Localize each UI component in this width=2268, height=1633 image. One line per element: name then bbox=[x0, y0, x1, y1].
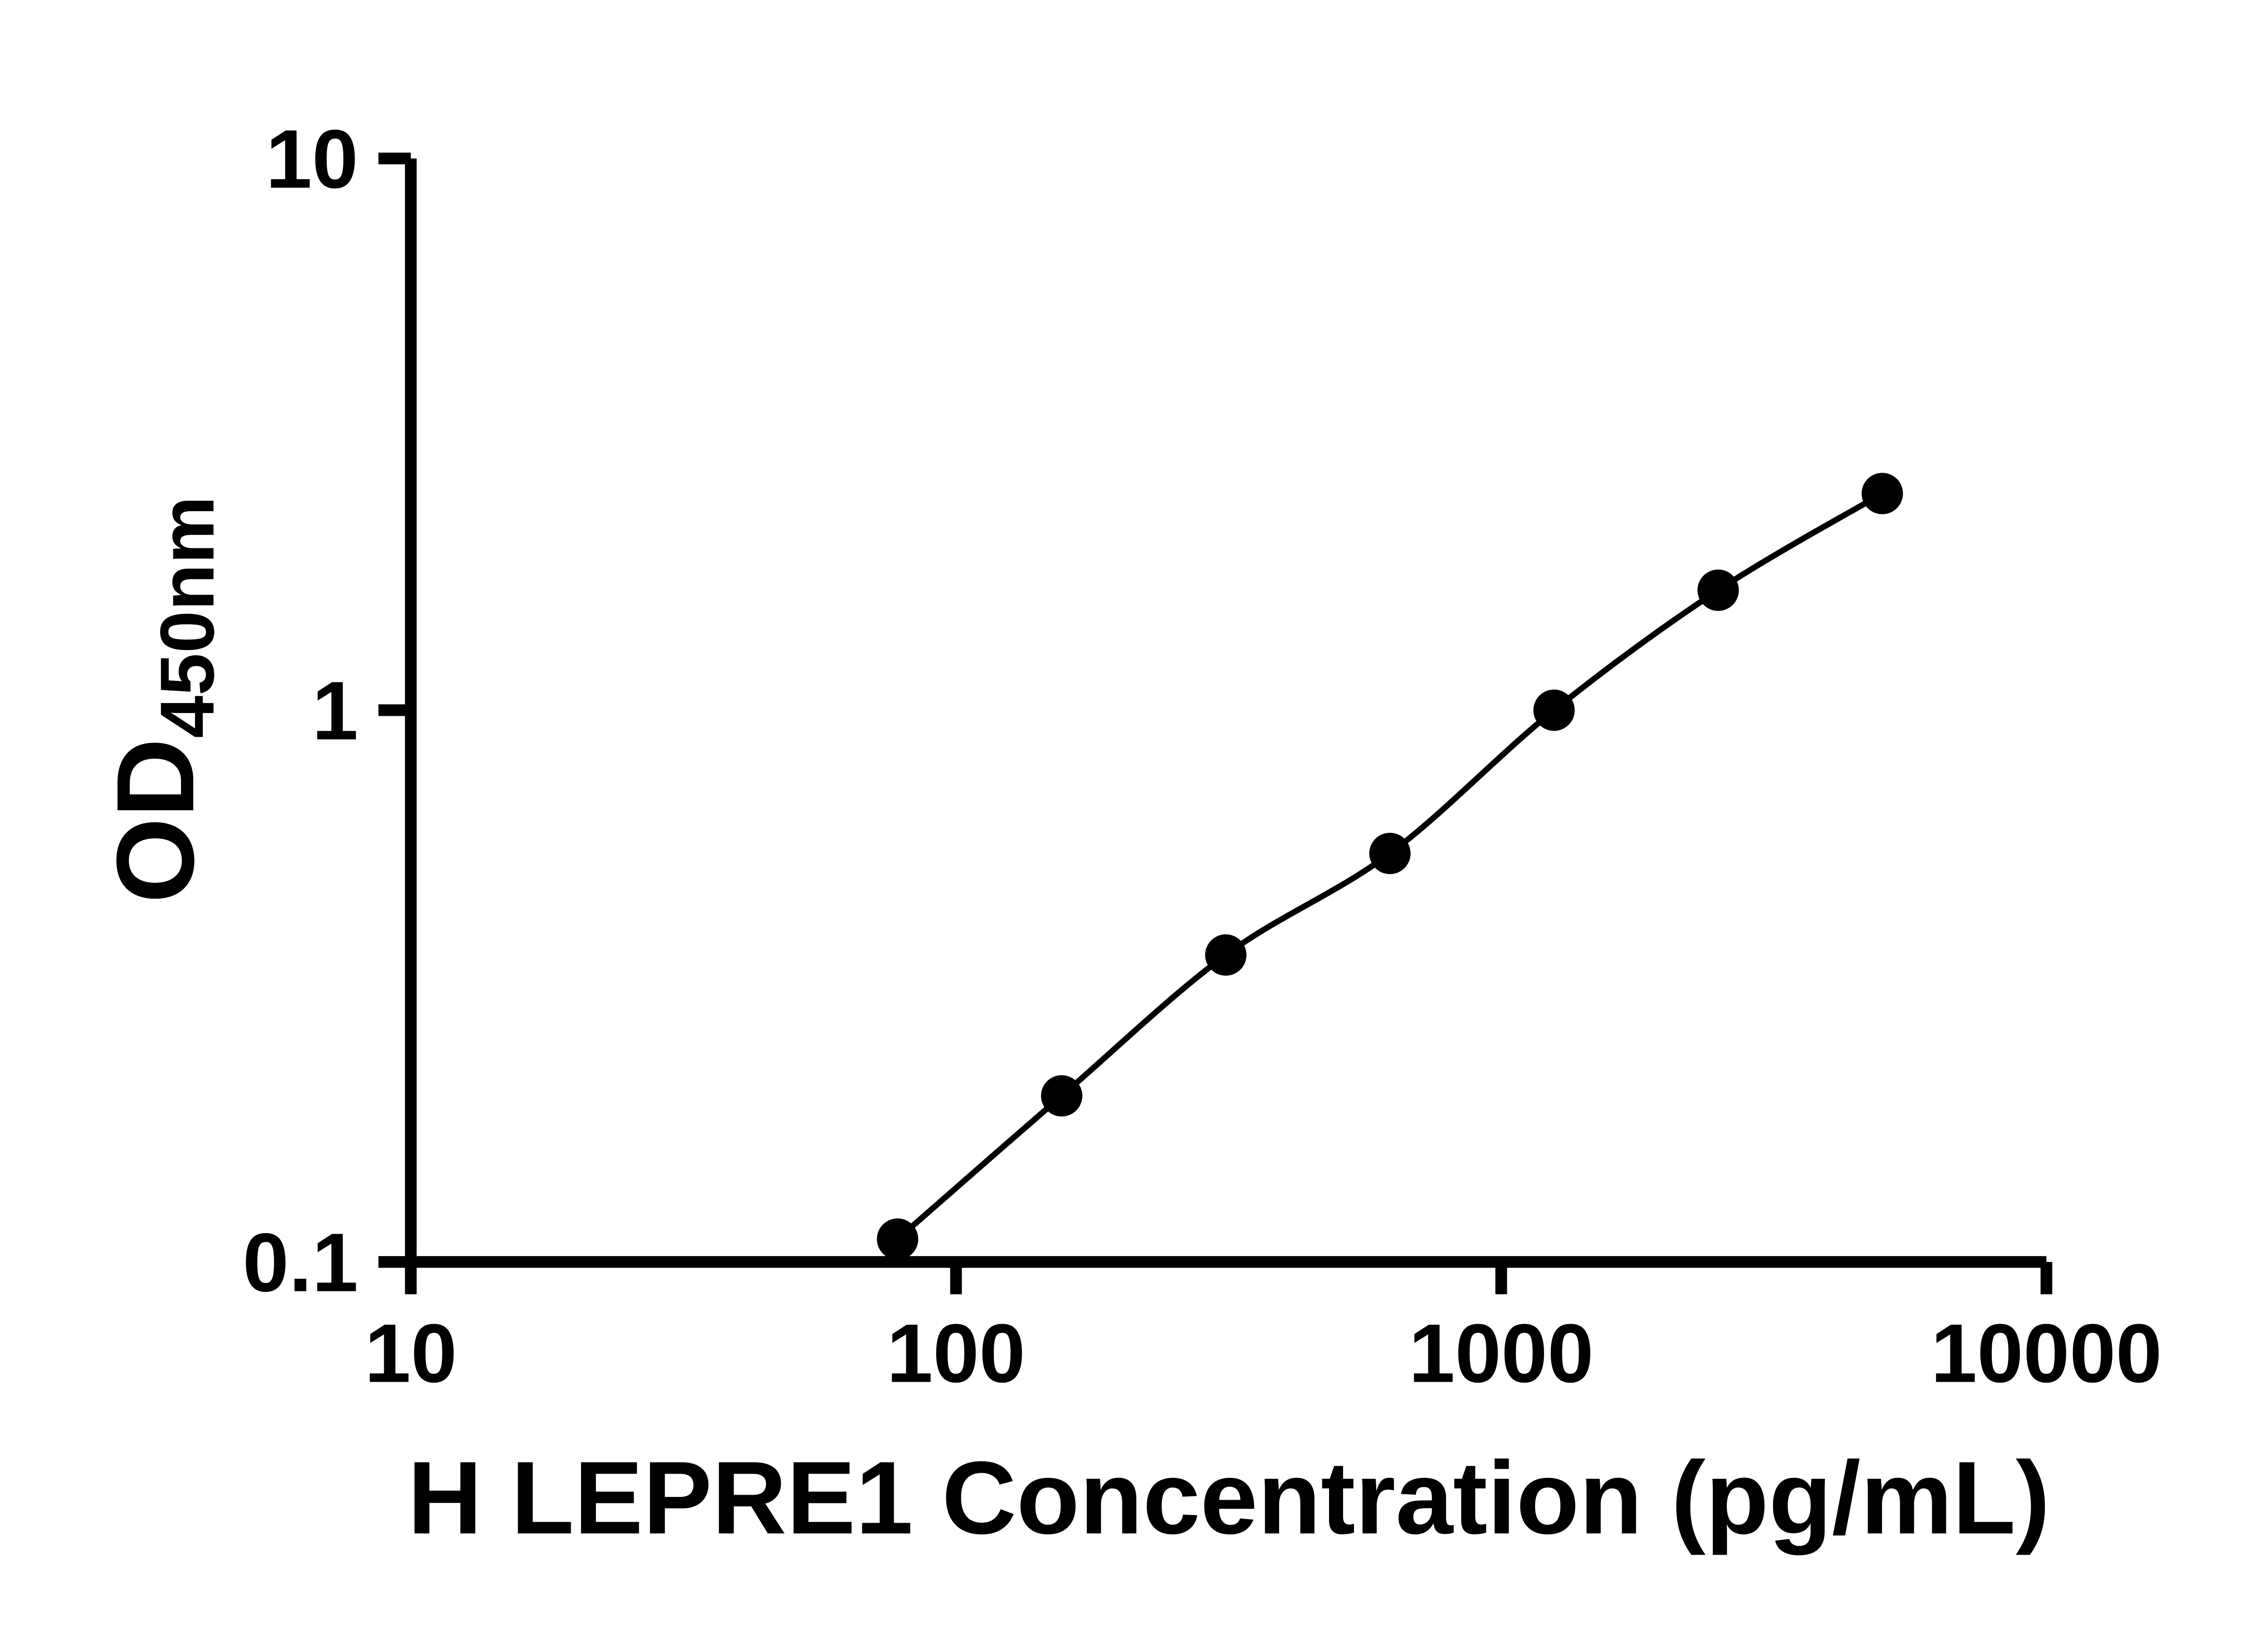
x-axis-tick-label: 1000 bbox=[1409, 1307, 1594, 1400]
data-point bbox=[1205, 934, 1246, 976]
axis-lines bbox=[405, 158, 2047, 1268]
x-axis-label: H LEPRE1 Concentration (pg/mL) bbox=[408, 1440, 2050, 1555]
x-axis-tick-label: 10000 bbox=[1931, 1307, 2162, 1400]
y-axis-tick-label: 1 bbox=[312, 664, 358, 757]
plot-series bbox=[877, 473, 1903, 1260]
data-point bbox=[877, 1218, 919, 1260]
x-axis-tick-label: 10 bbox=[365, 1307, 457, 1400]
y-axis-label-subscript: 450nm bbox=[145, 496, 230, 738]
data-point bbox=[1862, 473, 1903, 514]
y-axis-tick-label: 0.1 bbox=[243, 1216, 358, 1309]
y-axis-label-main: OD bbox=[94, 738, 217, 903]
axes: 10 100 1000 10000 0.1 1 10 bbox=[243, 112, 2162, 1400]
data-point bbox=[1041, 1075, 1083, 1117]
data-point bbox=[1533, 689, 1575, 731]
x-axis-tick-label: 100 bbox=[887, 1307, 1026, 1400]
y-axis-label: OD450nm bbox=[94, 496, 230, 903]
y-axis-tick-label: 10 bbox=[266, 112, 358, 205]
data-point bbox=[1697, 569, 1739, 611]
data-point bbox=[1369, 832, 1411, 875]
